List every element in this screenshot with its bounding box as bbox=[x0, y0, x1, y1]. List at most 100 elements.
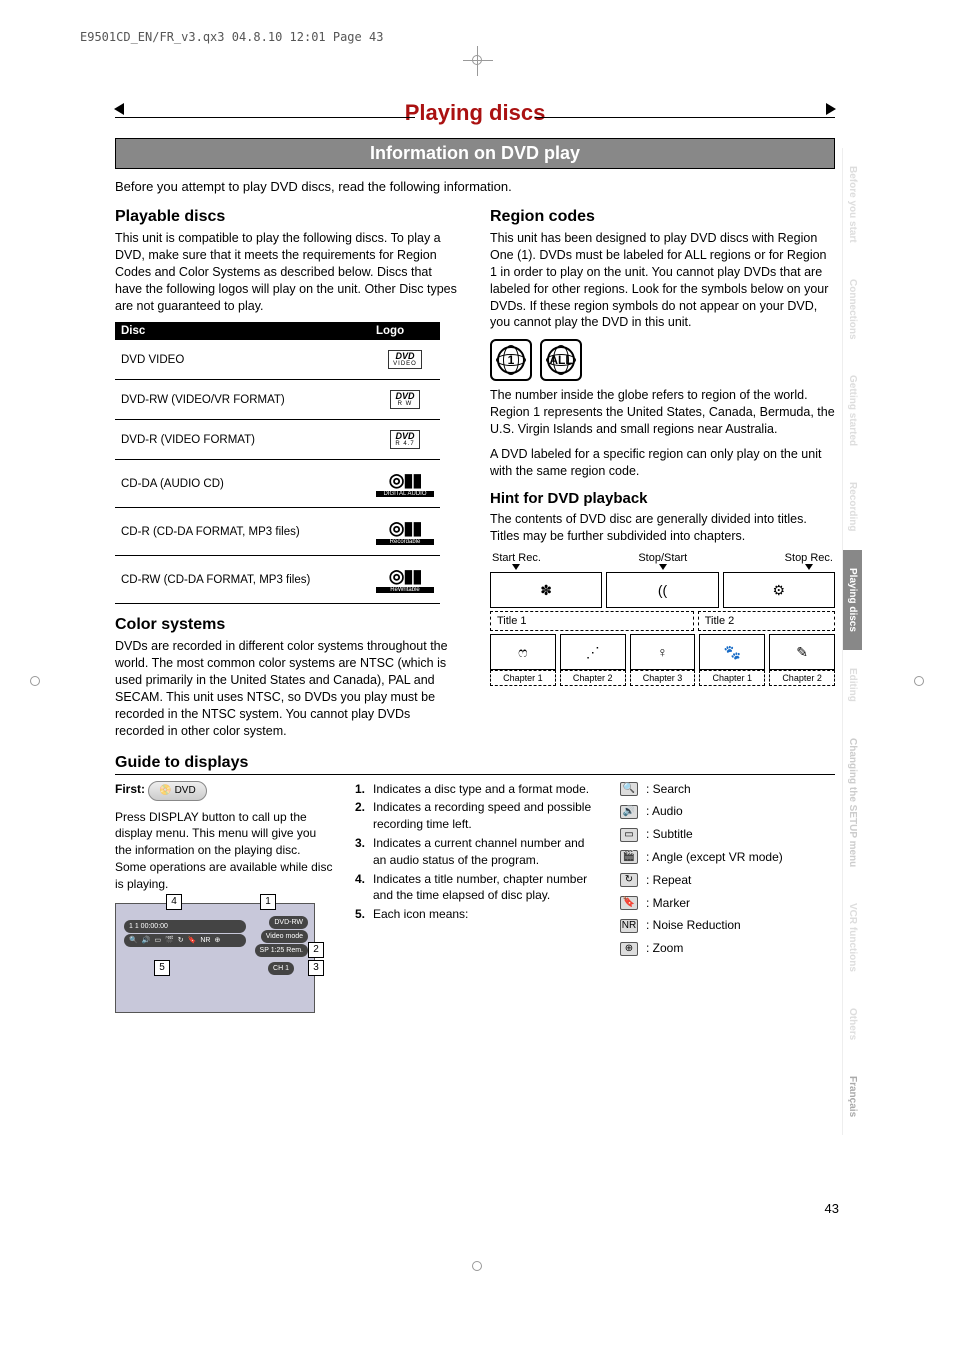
table-row: DVD VIDEO bbox=[115, 340, 370, 380]
tab-connections[interactable]: Connections bbox=[842, 261, 862, 358]
disc-icon: ◎▮▮ bbox=[389, 518, 422, 539]
region-body3: A DVD labeled for a specific region can … bbox=[490, 446, 835, 480]
region-icons: 1 ALL bbox=[490, 339, 835, 381]
audio-icon: 🔊 bbox=[620, 805, 638, 819]
icon-label: : Subtitle bbox=[646, 826, 693, 843]
callout-2: 2 bbox=[308, 942, 324, 958]
sb-chapter: Chapter 1 bbox=[490, 670, 556, 686]
globe-all-icon: ALL bbox=[540, 339, 582, 381]
logo-cell: ◎▮▮ReWritable bbox=[370, 556, 440, 604]
tab-setup-menu[interactable]: Changing the SETUP menu bbox=[842, 720, 862, 885]
hint-heading: Hint for DVD playback bbox=[490, 490, 835, 507]
tab-getting-started[interactable]: Getting started bbox=[842, 357, 862, 464]
sb-cell: ✎ bbox=[769, 634, 835, 670]
table-row: DVD-R (VIDEO FORMAT) bbox=[115, 420, 370, 460]
reg-mark-top bbox=[472, 55, 482, 65]
storyboard: Start Rec. Stop/Start Stop Rec. ✽ (( ⚙ T… bbox=[490, 552, 835, 686]
logo-cell: ◎▮▮DIGITAL AUDIO bbox=[370, 460, 440, 508]
osd-bar-main: 1 1 00:00:00 bbox=[124, 920, 246, 934]
guide-col1-text: Press DISPLAY button to call up the disp… bbox=[115, 809, 335, 893]
tab-francais[interactable]: Français bbox=[842, 1058, 862, 1135]
sb-title: Title 2 bbox=[698, 611, 835, 631]
chapter-title: Playing discs bbox=[405, 100, 546, 126]
hint-body: The contents of DVD disc are generally d… bbox=[490, 511, 835, 545]
region-body2: The number inside the globe refers to re… bbox=[490, 387, 835, 438]
disc-icon: ◎▮▮ bbox=[389, 566, 422, 587]
color-heading: Color systems bbox=[115, 616, 460, 634]
list-item: Each icon means: bbox=[373, 906, 468, 923]
color-body: DVDs are recorded in different color sys… bbox=[115, 638, 460, 739]
list-item: Indicates a recording speed and possible… bbox=[373, 799, 600, 833]
chapter-banner: Playing discs bbox=[115, 100, 835, 134]
th-logo: Logo bbox=[370, 322, 440, 340]
osd-tag4: CH 1 bbox=[268, 962, 294, 976]
tab-before-you-start[interactable]: Before you start bbox=[842, 148, 862, 261]
icon-legend: 🔍 : Search 🔊 : Audio ▭ : Subtitle 🎬 : Angle … bbox=[620, 781, 805, 957]
disc-table: Disc Logo DVD VIDEO DVDVIDEO DVD-RW (VID… bbox=[115, 322, 440, 604]
logo-cell: DVDR 4.7 bbox=[370, 420, 440, 460]
sb-cell: ෆ bbox=[490, 634, 556, 670]
marker-icon: 🔖 bbox=[620, 896, 638, 910]
tab-vcr-functions[interactable]: VCR functions bbox=[842, 885, 862, 990]
list-item: Indicates a title number, chapter number… bbox=[373, 871, 600, 905]
tab-others[interactable]: Others bbox=[842, 990, 862, 1058]
sb-chapter: Chapter 2 bbox=[769, 670, 835, 686]
logo-cell: ◎▮▮Recordable bbox=[370, 508, 440, 556]
sb-cell: 🐾 bbox=[699, 634, 765, 670]
first-label: First: bbox=[115, 782, 145, 796]
reg-mark-bottom bbox=[472, 1261, 482, 1271]
disc-icon: ◎▮▮ bbox=[389, 470, 422, 491]
icon-label: : Search bbox=[646, 781, 691, 798]
table-row: CD-RW (CD-DA FORMAT, MP3 files) bbox=[115, 556, 370, 604]
tab-playing-discs[interactable]: Playing discs bbox=[842, 550, 862, 650]
noise-reduction-icon: NR bbox=[620, 919, 638, 933]
zoom-icon: ⊕ bbox=[620, 942, 638, 956]
guide-numbered-list: 1.Indicates a disc type and a format mod… bbox=[355, 781, 600, 923]
sb-cell: ⚙ bbox=[723, 572, 835, 608]
sb-label: Start Rec. bbox=[492, 552, 541, 570]
osd-tag1: DVD-RW bbox=[269, 916, 308, 930]
region-heading: Region codes bbox=[490, 208, 835, 226]
sb-chapter: Chapter 2 bbox=[560, 670, 626, 686]
playable-heading: Playable discs bbox=[115, 208, 460, 226]
sb-cell: ✽ bbox=[490, 572, 602, 608]
dvd-button-icon: 📀 DVD bbox=[148, 781, 206, 801]
sb-label: Stop Rec. bbox=[785, 552, 833, 570]
sb-cell: ♀ bbox=[630, 634, 696, 670]
icon-label: : Zoom bbox=[646, 940, 683, 957]
playable-body: This unit is compatible to play the foll… bbox=[115, 230, 460, 314]
side-tabs: Before you start Connections Getting sta… bbox=[842, 148, 862, 1135]
sb-cell: (( bbox=[606, 572, 718, 608]
intro-text: Before you attempt to play DVD discs, re… bbox=[115, 179, 835, 194]
region-body1: This unit has been designed to play DVD … bbox=[490, 230, 835, 331]
icon-label: : Repeat bbox=[646, 872, 691, 889]
logo-cell: DVDVIDEO bbox=[370, 340, 440, 380]
th-disc: Disc bbox=[115, 322, 370, 340]
icon-label: : Audio bbox=[646, 803, 683, 820]
sub-banner: Information on DVD play bbox=[115, 138, 835, 169]
globe-1-icon: 1 bbox=[490, 339, 532, 381]
list-item: Indicates a disc type and a format mode. bbox=[373, 781, 589, 798]
osd-tag3: SP 1:25 Rem. bbox=[255, 944, 308, 958]
callout-3: 3 bbox=[308, 960, 324, 976]
table-row: CD-DA (AUDIO CD) bbox=[115, 460, 370, 508]
tab-recording[interactable]: Recording bbox=[842, 464, 862, 549]
repeat-icon: ↻ bbox=[620, 873, 638, 887]
sb-chapter: Chapter 1 bbox=[699, 670, 765, 686]
osd-tag2: Video mode bbox=[261, 930, 308, 944]
icon-label: : Angle (except VR mode) bbox=[646, 849, 783, 866]
search-icon: 🔍 bbox=[620, 782, 638, 796]
list-item: Indicates a current channel number and a… bbox=[373, 835, 600, 869]
angle-icon: 🎬 bbox=[620, 850, 638, 864]
table-row: CD-R (CD-DA FORMAT, MP3 files) bbox=[115, 508, 370, 556]
sb-title: Title 1 bbox=[490, 611, 694, 631]
subtitle-icon: ▭ bbox=[620, 828, 638, 842]
reg-mark-left bbox=[30, 676, 40, 686]
sb-chapter: Chapter 3 bbox=[630, 670, 696, 686]
guide-heading: Guide to displays bbox=[115, 754, 835, 775]
reg-mark-right bbox=[914, 676, 924, 686]
callout-4: 4 bbox=[166, 894, 182, 910]
osd-preview: 4 1 1 1 00:00:00 🔍🔊▭🎬↻🔖NR⊕ DVD-RW Video … bbox=[115, 903, 315, 1013]
page-number: 43 bbox=[825, 1201, 839, 1216]
tab-editing[interactable]: Editing bbox=[842, 650, 862, 720]
